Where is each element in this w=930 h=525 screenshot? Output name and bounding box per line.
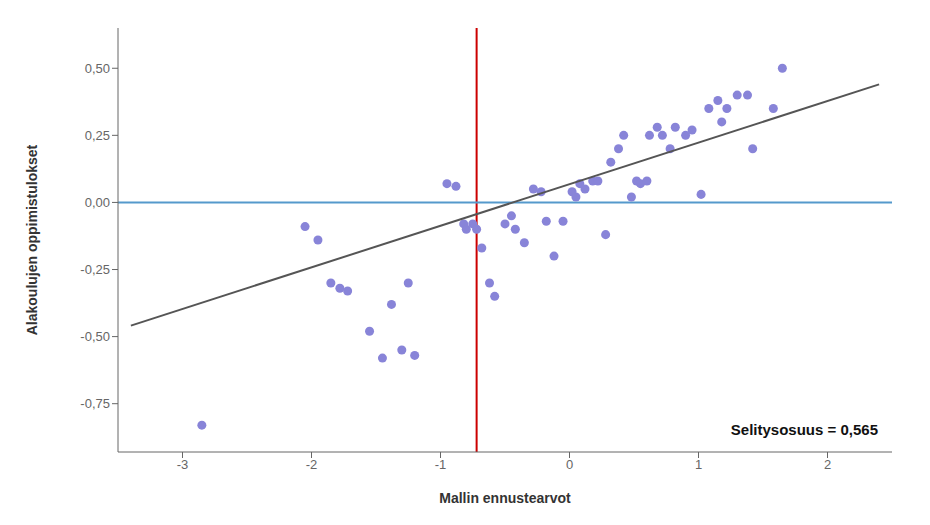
svg-text:-0,25: -0,25 bbox=[80, 262, 110, 277]
svg-text:0: 0 bbox=[566, 457, 573, 472]
svg-text:-0,50: -0,50 bbox=[80, 329, 110, 344]
svg-text:1: 1 bbox=[695, 457, 702, 472]
svg-text:0,25: 0,25 bbox=[85, 128, 110, 143]
svg-text:-0,75: -0,75 bbox=[80, 396, 110, 411]
svg-text:-1: -1 bbox=[435, 457, 447, 472]
svg-text:Mallin ennustearvot: Mallin ennustearvot bbox=[439, 490, 571, 506]
svg-text:0,50: 0,50 bbox=[85, 61, 110, 76]
svg-text:-3: -3 bbox=[177, 457, 189, 472]
svg-text:-2: -2 bbox=[306, 457, 318, 472]
svg-text:Alakoulujen oppimistulokset: Alakoulujen oppimistulokset bbox=[24, 144, 40, 335]
svg-text:0,00: 0,00 bbox=[85, 195, 110, 210]
svg-text:2: 2 bbox=[824, 457, 831, 472]
html-text:Selitysosuus = 0,565: Selitysosuus = 0,565 bbox=[730, 421, 878, 438]
